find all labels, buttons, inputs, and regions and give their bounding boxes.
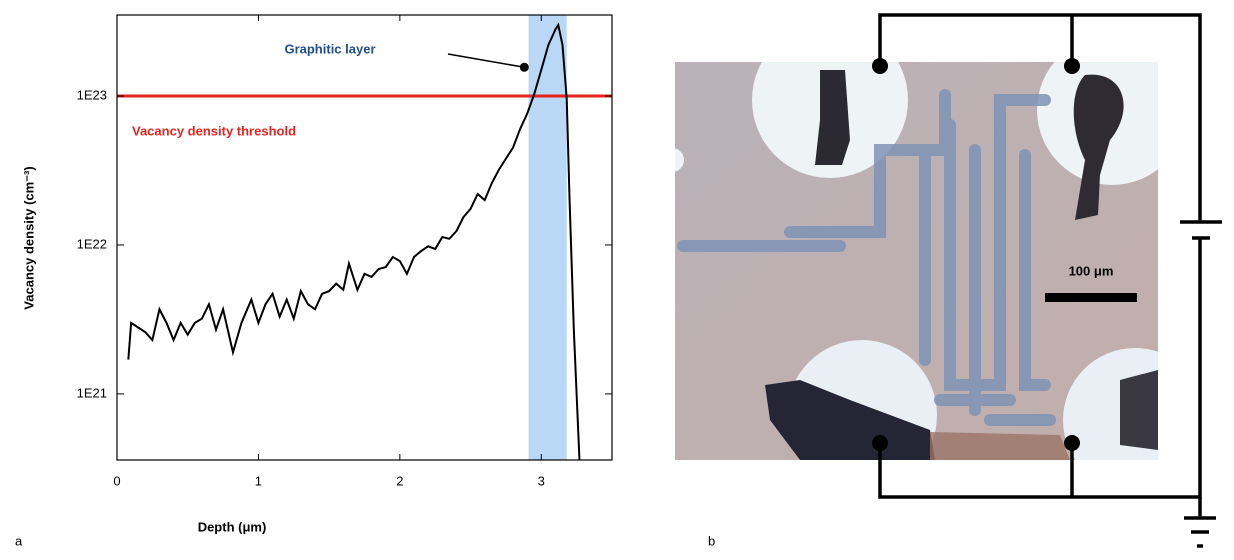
- annotation-leader: [447, 53, 525, 69]
- x-tick-label: 2: [396, 473, 403, 488]
- y-tick-label: 1E23: [77, 87, 107, 102]
- highlight-band: [528, 15, 567, 460]
- circuit: [878, 13, 1222, 548]
- y-tick-label: 1E21: [77, 385, 107, 400]
- annotation-text: Graphitic layer: [284, 41, 375, 56]
- x-tick-label: 0: [113, 473, 120, 488]
- pad: [675, 148, 684, 172]
- scale-bar: [1045, 293, 1137, 302]
- micrograph: [675, 62, 1158, 460]
- x-axis-label: Depth (μm): [198, 519, 267, 534]
- panel-label: a: [15, 533, 23, 548]
- x-tick-label: 3: [538, 473, 545, 488]
- pattern: [677, 89, 1056, 426]
- panel-label: b: [708, 533, 715, 548]
- y-tick-label: 1E22: [77, 236, 107, 251]
- plot-a: Vacancy density threshold Graphitic layer…: [77, 14, 613, 488]
- threshold-label: Vacancy density threshold: [132, 123, 296, 138]
- y-axis-label: Vacancy density (cm⁻³): [21, 166, 36, 309]
- x-tick-label: 1: [255, 473, 262, 488]
- residue: [930, 432, 1070, 460]
- electrode: [1120, 370, 1158, 450]
- plot-frame: [116, 14, 613, 461]
- electrode: [765, 380, 935, 460]
- scale-bar-label: 100 μm: [1069, 263, 1114, 278]
- electrode: [815, 70, 850, 165]
- annotation-point: [519, 62, 529, 72]
- contacts: [872, 58, 1080, 451]
- data-line: [127, 22, 581, 461]
- electrode: [1073, 74, 1124, 220]
